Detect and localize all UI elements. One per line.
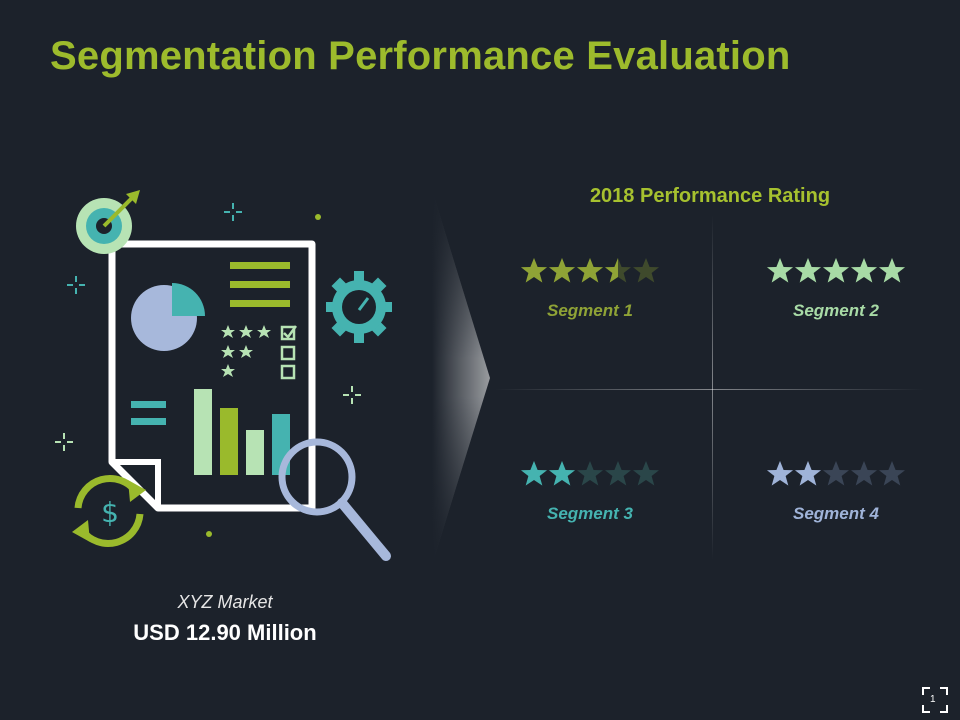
rating-stars-icon <box>221 325 271 377</box>
star-icon <box>767 461 793 486</box>
fullscreen-icon[interactable] <box>922 687 948 713</box>
segment-2-rating: Segment 2 <box>751 257 921 321</box>
star-icon <box>549 258 575 283</box>
star-icon <box>795 258 821 283</box>
pie-chart-icon <box>131 283 205 351</box>
arrow-divider <box>432 190 490 565</box>
market-value: USD 12.90 Million <box>133 620 317 645</box>
star-icon <box>823 461 849 486</box>
target-icon <box>76 190 140 254</box>
segment-label: Segment 1 <box>547 301 633 320</box>
star-rating <box>751 460 921 494</box>
star-icon <box>767 258 793 283</box>
segment-4-rating: Segment 4 <box>751 460 921 524</box>
sparkle-decorations <box>55 203 361 537</box>
star-icon <box>577 461 603 486</box>
page-title: Segmentation Performance Evaluation <box>50 34 791 78</box>
star-icon <box>851 461 877 486</box>
report-illustration: $ <box>55 190 392 561</box>
star-icon <box>795 461 821 486</box>
star-icon <box>549 461 575 486</box>
horizontal-divider <box>495 389 925 390</box>
gear-speedometer-icon <box>326 271 392 343</box>
magnifier-icon <box>278 438 391 561</box>
bar-chart-icon <box>194 389 290 475</box>
checklist-icon <box>280 325 298 380</box>
star-rating <box>505 257 675 291</box>
segment-label: Segment 3 <box>547 504 633 523</box>
star-icon <box>633 258 659 283</box>
star-icon <box>879 258 905 283</box>
vertical-divider <box>712 215 713 560</box>
segment-1-rating: Segment 1 <box>505 257 675 321</box>
segment-label: Segment 4 <box>793 504 879 523</box>
star-icon <box>605 461 631 486</box>
star-icon <box>605 258 631 283</box>
star-icon <box>521 461 547 486</box>
svg-text:$: $ <box>101 496 119 529</box>
star-icon <box>577 258 603 283</box>
page-number: 1 <box>930 694 936 705</box>
star-icon <box>879 461 905 486</box>
star-icon <box>851 258 877 283</box>
star-icon <box>633 461 659 486</box>
market-label: XYZ Market <box>177 592 273 612</box>
segment-3-rating: Segment 3 <box>505 460 675 524</box>
document-icon <box>108 240 316 512</box>
text-lines-icon <box>230 262 290 307</box>
star-icon <box>521 258 547 283</box>
dollar-cycle-icon: $ <box>72 475 146 547</box>
star-rating <box>751 257 921 291</box>
rating-title: 2018 Performance Rating <box>589 185 831 207</box>
segment-label: Segment 2 <box>793 301 879 320</box>
star-rating <box>505 460 675 494</box>
equals-icon <box>131 401 166 425</box>
star-icon <box>823 258 849 283</box>
